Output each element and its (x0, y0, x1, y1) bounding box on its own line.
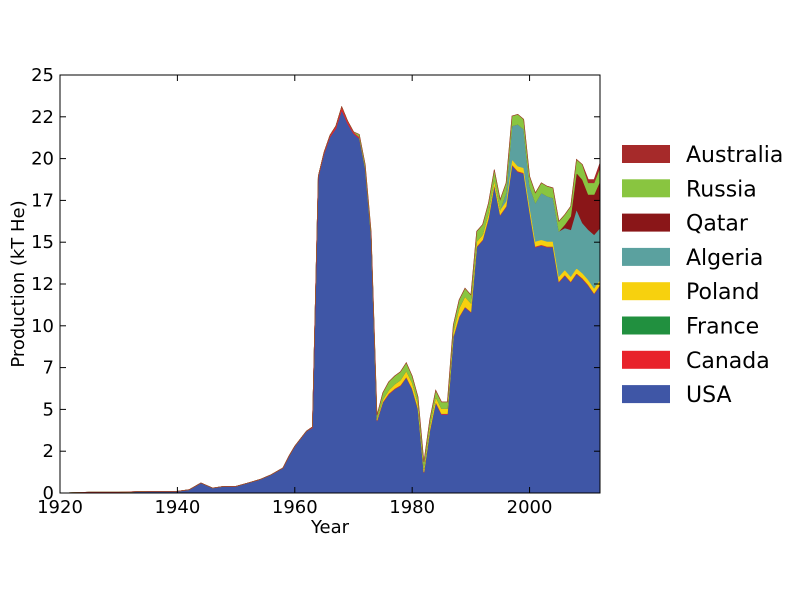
legend-label-poland: Poland (686, 280, 759, 305)
x-tick-label: 1960 (272, 497, 318, 518)
y-axis-label: Production (kT He) (8, 200, 29, 367)
x-tick-label: 2000 (507, 497, 553, 518)
stacked-areas (59, 105, 601, 494)
y-tick-label: 22 (31, 107, 54, 128)
legend-swatch-poland (622, 282, 670, 301)
legend-label-france: France (686, 315, 759, 340)
x-tick-label: 1920 (37, 497, 83, 518)
legend-label-qatar: Qatar (686, 212, 749, 237)
legend: Australia Russia Qatar Algeria Poland France C… (622, 143, 783, 408)
y-tick-label: 10 (31, 316, 54, 337)
legend-swatch-australia (622, 145, 670, 163)
x-axis-label: Year (310, 517, 350, 538)
x-tick-label: 1980 (389, 497, 435, 518)
legend-swatch-canada (622, 350, 670, 369)
legend-swatch-usa (622, 385, 670, 404)
y-tick-label: 12 (31, 274, 54, 295)
legend-label-algeria: Algeria (686, 246, 763, 271)
y-tick-label: 7 (43, 358, 54, 379)
y-tick-label: 17 (31, 190, 54, 211)
legend-label-russia: Russia (686, 177, 757, 202)
legend-swatch-france (622, 316, 670, 335)
y-tick-label: 5 (43, 399, 54, 420)
legend-swatch-algeria (622, 247, 670, 266)
y-tick-label: 25 (31, 65, 54, 86)
y-tick-label: 15 (31, 232, 54, 253)
legend-swatch-qatar (622, 213, 670, 232)
y-tick-label: 20 (31, 149, 54, 170)
legend-swatch-russia (622, 179, 670, 198)
x-tick-label: 1940 (154, 497, 200, 518)
legend-label-australia: Australia (686, 143, 783, 168)
legend-label-canada: Canada (686, 349, 770, 374)
x-axis-ticks: 1920 1940 1960 1980 2000 (37, 75, 552, 518)
y-tick-label: 2 (43, 441, 54, 462)
y-tick-label: 0 (43, 483, 54, 504)
legend-label-usa: USA (686, 383, 732, 408)
